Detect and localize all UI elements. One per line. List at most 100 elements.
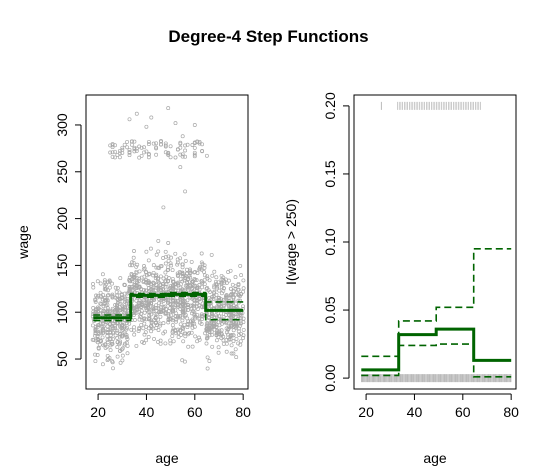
scatter-point <box>175 273 180 278</box>
scatter-point <box>137 155 142 160</box>
scatter-point <box>178 289 183 294</box>
scatter-point <box>190 325 195 330</box>
x-axis-label: age <box>155 450 179 466</box>
scatter-point <box>180 262 185 267</box>
scatter-point <box>205 286 210 290</box>
scatter-point <box>236 329 241 334</box>
scatter-point <box>216 350 221 355</box>
scatter-point <box>99 302 104 307</box>
scatter-point <box>228 304 233 309</box>
scatter-point <box>190 317 195 322</box>
scatter-point <box>113 303 118 307</box>
scatter-point <box>91 282 95 286</box>
scatter-point <box>104 282 108 287</box>
scatter-point <box>214 282 219 287</box>
scatter-point <box>132 146 137 151</box>
scatter-point <box>237 333 241 337</box>
scatter-point <box>151 297 156 302</box>
scatter-point <box>101 321 105 326</box>
scatter-point <box>102 280 107 285</box>
x-axis: 20 40 60 80 <box>90 393 251 420</box>
scatter-point <box>224 349 229 354</box>
scatter-point <box>200 262 205 267</box>
scatter-point <box>180 279 185 284</box>
scatter-point <box>205 274 210 279</box>
scatter-point <box>236 341 241 346</box>
scatter-point <box>132 139 137 144</box>
scatter-point <box>163 261 168 266</box>
scatter-point <box>134 111 139 116</box>
scatter-point <box>127 153 132 158</box>
scatter-point <box>173 121 178 126</box>
scatter-point <box>156 328 161 332</box>
scatter-point <box>154 272 159 277</box>
scatter-point <box>235 287 240 292</box>
scatter-point <box>117 155 122 160</box>
scatter-point <box>144 277 148 282</box>
scatter-point <box>115 330 120 335</box>
scatter-point <box>105 297 110 302</box>
scatter-point <box>230 282 235 287</box>
scatter-point <box>177 315 182 320</box>
scatter-point <box>119 347 124 352</box>
scatter-point <box>140 339 145 344</box>
scatter-point <box>123 299 128 304</box>
scatter-point <box>178 322 183 327</box>
scatter-point <box>219 336 224 341</box>
scatter-point <box>132 282 137 287</box>
scatter-point <box>183 154 188 159</box>
x-axis-label: age <box>423 450 447 466</box>
scatter-point <box>149 325 154 330</box>
scatter-point <box>170 330 175 335</box>
scatter-point <box>185 142 190 147</box>
scatter-point <box>158 314 163 319</box>
scatter-point <box>205 366 210 371</box>
x-tick-label: 40 <box>139 404 155 420</box>
scatter-point <box>149 115 154 120</box>
scatter-point <box>110 143 115 148</box>
scatter-point <box>214 338 219 343</box>
y-tick-label: 200 <box>54 207 70 231</box>
scatter-point <box>166 106 171 111</box>
scatter-point <box>103 286 108 291</box>
scatter-point <box>130 260 135 265</box>
scatter-point <box>131 328 136 333</box>
scatter-point <box>171 339 176 344</box>
scatter-point <box>189 311 194 316</box>
scatter-point <box>113 143 117 148</box>
scatter-point <box>99 295 104 300</box>
scatter-point <box>192 321 197 326</box>
scatter-point <box>238 291 243 296</box>
scatter-point <box>168 302 173 307</box>
scatter-point <box>144 149 149 154</box>
scatter-point <box>199 251 204 256</box>
scatter-point <box>110 311 114 316</box>
scatter-point <box>190 296 195 301</box>
scatter-point <box>166 241 171 245</box>
scatter-point <box>194 304 199 309</box>
scatter-point <box>154 141 159 146</box>
scatter-point <box>120 150 125 155</box>
scatter-point <box>113 326 117 331</box>
scatter-point <box>159 288 164 293</box>
scatter-point <box>214 275 219 280</box>
scatter-point <box>100 325 105 329</box>
scatter-point <box>152 281 157 286</box>
scatter-point <box>183 148 188 153</box>
x-tick-label: 20 <box>358 404 374 420</box>
scatter-point <box>174 319 178 324</box>
scatter-point <box>163 284 168 289</box>
scatter-point <box>221 288 226 293</box>
scatter-point <box>93 359 98 364</box>
scatter-point <box>200 285 205 290</box>
x-tick-label: 80 <box>235 404 251 420</box>
scatter-point <box>184 267 189 272</box>
scatter-point <box>123 308 128 313</box>
scatter-point <box>122 142 127 147</box>
scatter-point <box>179 333 183 337</box>
scatter-point <box>120 308 125 313</box>
scatter-point <box>98 281 103 286</box>
scatter-point <box>160 281 165 286</box>
y-tick-label: 0.20 <box>322 92 338 119</box>
scatter-point <box>166 317 171 322</box>
